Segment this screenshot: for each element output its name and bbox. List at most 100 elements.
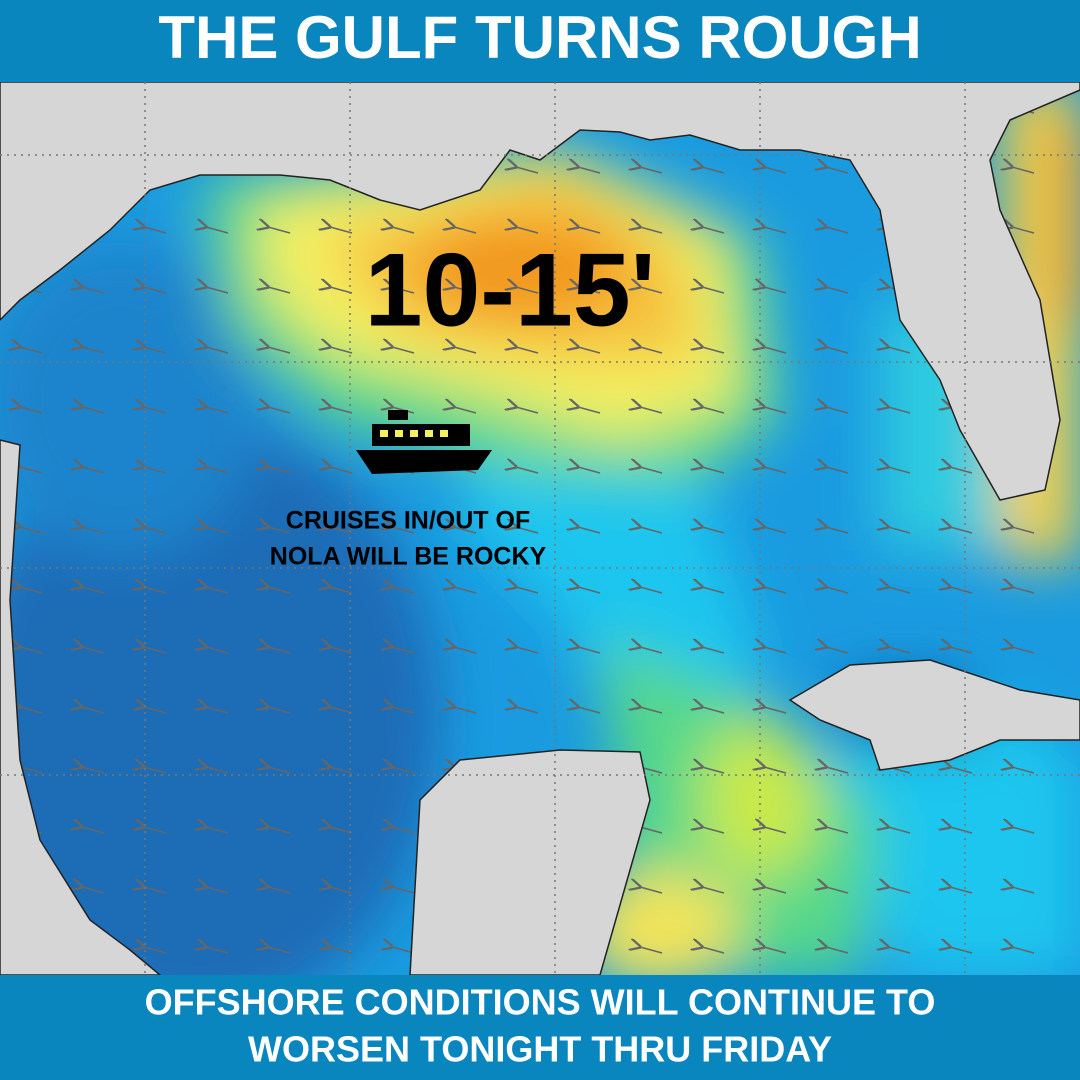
title: THE GULF TURNS ROUGH (158, 4, 921, 71)
wind-arrow (640, 407, 663, 414)
wind-arrow (206, 647, 229, 654)
wind-arrow (392, 527, 415, 534)
wind-arrow (330, 947, 353, 954)
wind-arrow (330, 287, 353, 294)
wind-arrow (702, 827, 725, 834)
wind-arrow (144, 287, 167, 294)
wind-arrow (702, 707, 725, 714)
wind-arrow (206, 467, 229, 474)
wind-arrow (206, 347, 229, 354)
wind-arrow (1012, 947, 1035, 954)
wind-arrow (1012, 227, 1035, 234)
wave-height-label: 10-15' (365, 232, 656, 348)
wind-arrow (330, 887, 353, 894)
wind-arrow (640, 647, 663, 654)
wind-arrow (20, 467, 43, 474)
wind-arrow (454, 647, 477, 654)
wind-arrow (330, 527, 353, 534)
footer-line: OFFSHORE CONDITIONS WILL CONTINUE TO (145, 982, 936, 1023)
wind-arrow (764, 887, 787, 894)
wind-arrow (950, 527, 973, 534)
wind-arrow (826, 467, 849, 474)
wind-arrow (20, 767, 43, 774)
wind-arrow (826, 347, 849, 354)
wind-arrow (268, 527, 291, 534)
wind-arrow (640, 347, 663, 354)
wind-arrow (888, 467, 911, 474)
wind-arrow (20, 647, 43, 654)
wind-arrow (392, 827, 415, 834)
wind-arrow (392, 707, 415, 714)
wind-arrow (1012, 647, 1035, 654)
wind-arrow (268, 287, 291, 294)
wind-arrow (144, 467, 167, 474)
wind-arrow (950, 827, 973, 834)
wind-arrow (764, 827, 787, 834)
wind-arrow (640, 587, 663, 594)
wind-arrow (702, 167, 725, 174)
wind-arrow (640, 167, 663, 174)
wind-arrow (268, 227, 291, 234)
wind-arrow (206, 527, 229, 534)
wind-arrow (702, 887, 725, 894)
wind-arrow (20, 707, 43, 714)
wind-arrow (82, 647, 105, 654)
wind-arrow (640, 227, 663, 234)
wind-arrow (268, 587, 291, 594)
wind-arrow (144, 407, 167, 414)
wind-arrow (702, 947, 725, 954)
wind-arrow (82, 407, 105, 414)
wind-arrow (1012, 887, 1035, 894)
wind-arrow (392, 287, 415, 294)
wind-arrow (1012, 827, 1035, 834)
wind-arrow (888, 587, 911, 594)
wind-arrow (826, 767, 849, 774)
wind-arrow (950, 947, 973, 954)
wind-arrow (702, 467, 725, 474)
note-line: CRUISES IN/OUT OF (286, 507, 530, 535)
wind-arrow (330, 707, 353, 714)
wind-arrow (454, 347, 477, 354)
wind-arrow (206, 407, 229, 414)
wind-arrow (392, 947, 415, 954)
wind-arrow (702, 227, 725, 234)
wind-arrow (826, 287, 849, 294)
wind-arrow (640, 827, 663, 834)
wind-arrow (640, 287, 663, 294)
wind-arrow (764, 347, 787, 354)
wind-arrow (20, 527, 43, 534)
wind-arrow (206, 767, 229, 774)
wind-arrow (268, 947, 291, 954)
wind-arrow (206, 587, 229, 594)
wind-arrow (826, 647, 849, 654)
wind-arrow (640, 707, 663, 714)
wind-arrow (206, 827, 229, 834)
wind-arrow (950, 467, 973, 474)
wind-arrow (516, 227, 539, 234)
wind-arrow (826, 227, 849, 234)
wind-arrow (268, 467, 291, 474)
wind-arrow (702, 527, 725, 534)
wind-arrow (330, 767, 353, 774)
wind-arrow (826, 587, 849, 594)
wind-arrow (144, 707, 167, 714)
wind-arrow (764, 227, 787, 234)
wind-arrow (82, 467, 105, 474)
wind-arrow (888, 347, 911, 354)
wind-arrow (764, 707, 787, 714)
wind-arrow (950, 767, 973, 774)
wind-arrow (206, 287, 229, 294)
wind-arrow (702, 347, 725, 354)
wind-arrow (20, 407, 43, 414)
wind-arrow (144, 227, 167, 234)
wind-arrow (516, 347, 539, 354)
graticule (0, 82, 1080, 975)
wind-arrow (1012, 527, 1035, 534)
wind-arrow (82, 707, 105, 714)
wind-arrow (392, 347, 415, 354)
wind-arrow (826, 527, 849, 534)
wind-arrow (764, 587, 787, 594)
ship-icon (356, 410, 492, 474)
wind-arrow (826, 407, 849, 414)
wind-arrow (144, 767, 167, 774)
